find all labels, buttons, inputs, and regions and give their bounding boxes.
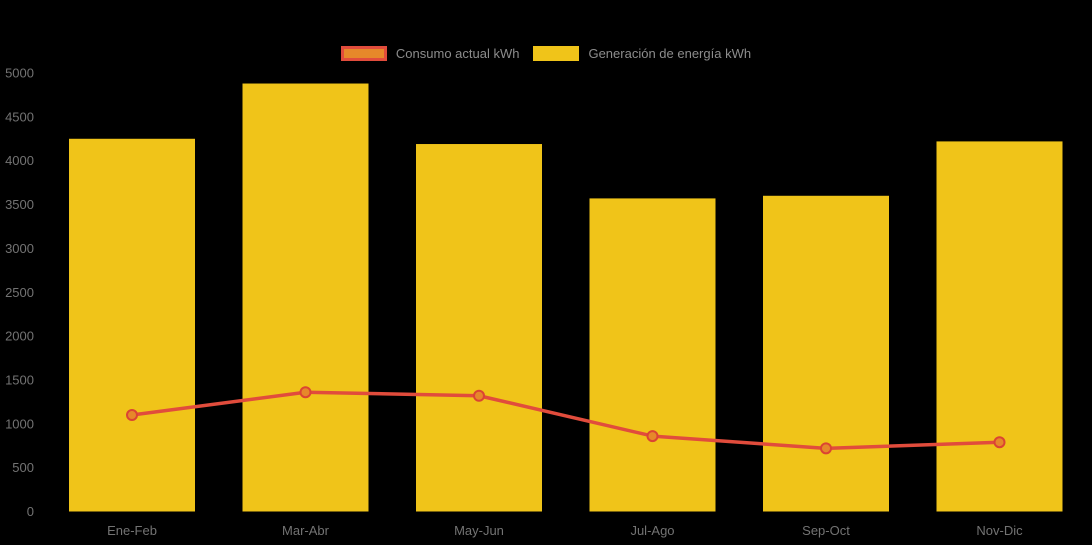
x-tick-label: Mar-Abr	[282, 523, 330, 538]
y-tick-label: 5000	[5, 66, 34, 81]
data-point-consumo	[473, 389, 485, 402]
legend-swatch-bar-icon	[533, 46, 580, 61]
y-tick-label: 500	[12, 460, 34, 475]
legend-swatch-line-icon	[340, 46, 387, 61]
y-tick-label: 1500	[5, 372, 34, 387]
bar-generacion	[416, 144, 542, 512]
data-point-consumo	[299, 386, 312, 399]
y-tick-label: 2000	[5, 329, 34, 344]
data-point-consumo	[646, 430, 659, 443]
y-tick-label: 0	[27, 504, 34, 519]
chart-legend: Consumo actual kWh Generación de energía…	[0, 46, 1092, 61]
data-point-consumo	[993, 436, 1006, 449]
data-point-consumo	[820, 442, 832, 455]
x-tick-label: Sep-Oct	[802, 523, 850, 538]
legend-label-consumo-actual: Consumo actual kWh	[395, 46, 520, 61]
legend-item-generacion[interactable]: Generación de energía kWh	[533, 46, 751, 61]
y-tick-label: 3000	[5, 241, 34, 256]
line-consumo	[130, 390, 1002, 451]
bar-generacion	[69, 138, 195, 512]
y-tick-label: 3500	[5, 197, 34, 212]
bar-generacion	[763, 195, 889, 512]
x-tick-label: Ene-Feb	[107, 523, 157, 538]
y-tick-label: 4500	[5, 109, 34, 124]
x-tick-label: Jul-Ago	[630, 523, 674, 538]
y-tick-label: 4000	[5, 153, 34, 168]
bar-generacion	[936, 141, 1063, 512]
bar-generacion	[589, 198, 716, 512]
legend-item-consumo-actual[interactable]: Consumo actual kWh	[340, 46, 520, 61]
x-tick-label: Nov-Dic	[976, 523, 1023, 538]
y-tick-label: 1000	[5, 416, 34, 431]
legend-label-generacion: Generación de energía kWh	[588, 46, 752, 61]
bar-generacion	[242, 83, 369, 512]
y-tick-label: 2500	[5, 285, 34, 300]
x-tick-label: May-Jun	[454, 523, 504, 538]
data-point-consumo	[126, 409, 138, 422]
